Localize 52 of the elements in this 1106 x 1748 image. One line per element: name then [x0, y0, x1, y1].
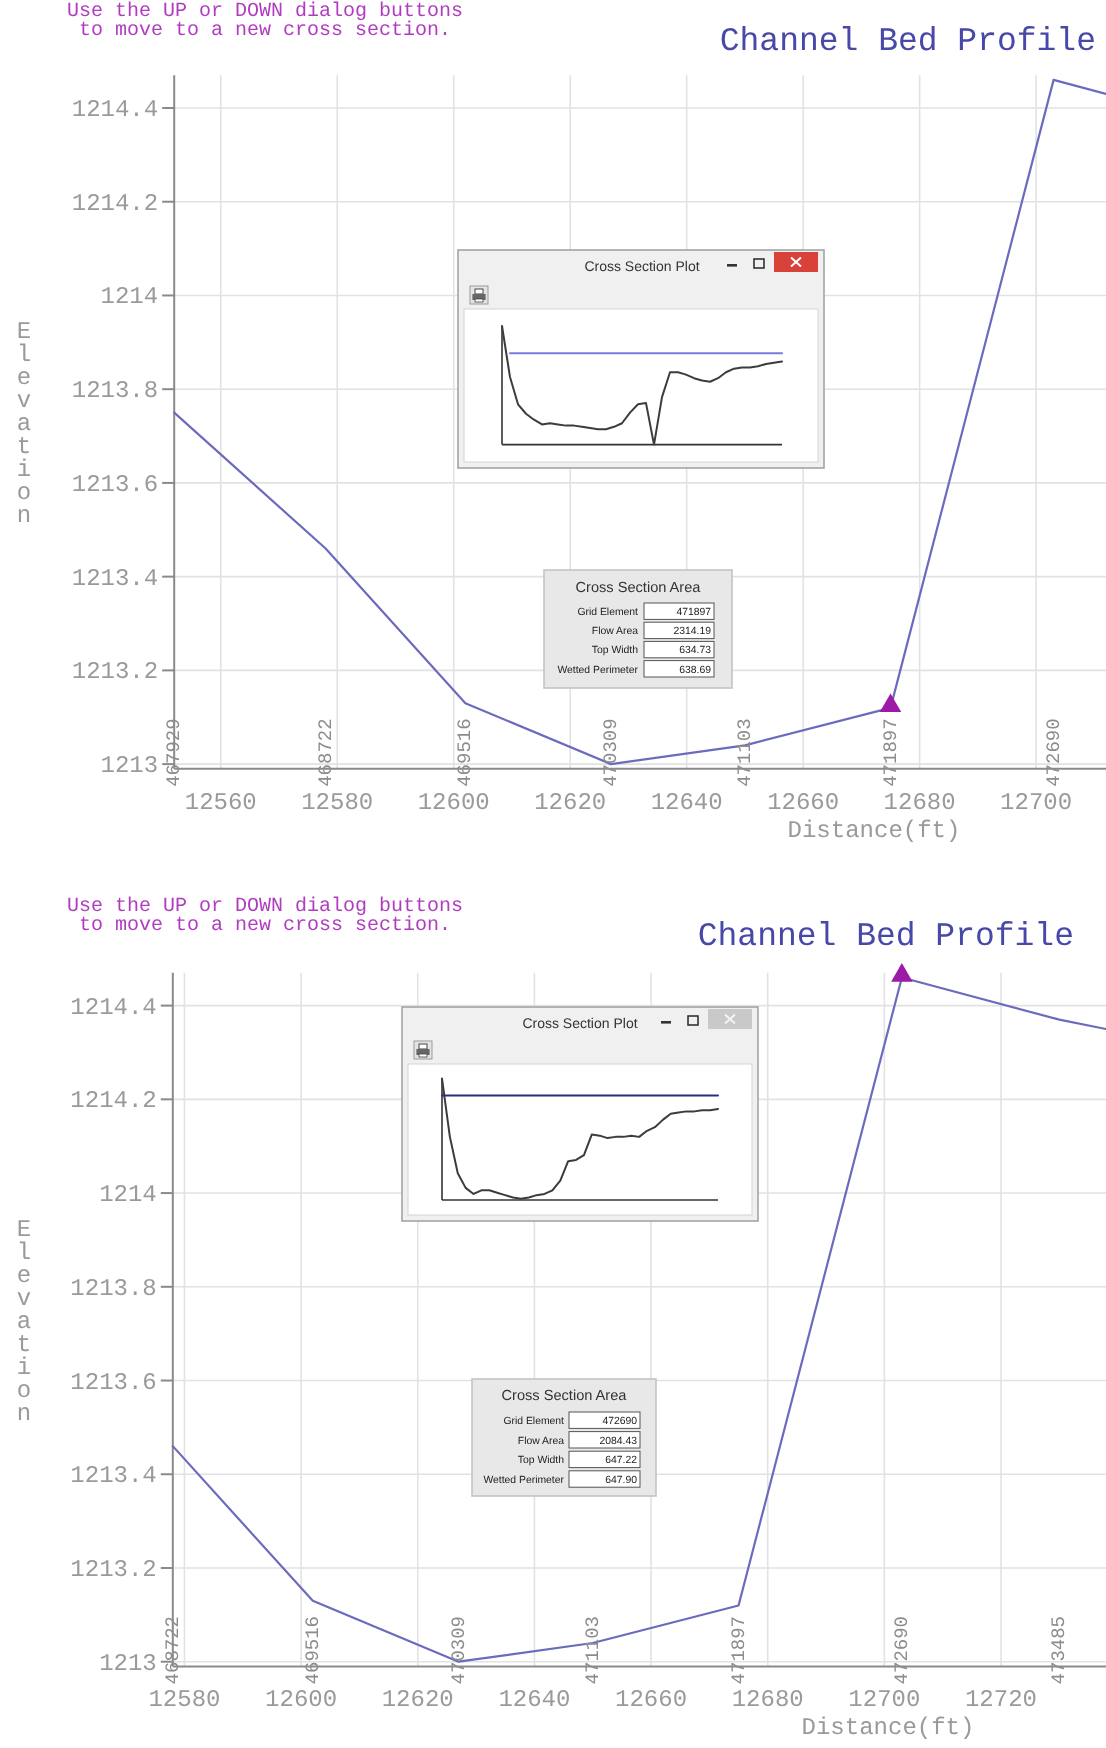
annotation: 468722 [314, 717, 337, 787]
y-tick-label: 1214.2 [71, 189, 159, 218]
x-axis-title: Distance(ft) [787, 816, 961, 845]
y-tick-label: 1213.8 [71, 377, 159, 406]
annotation: 471103 [581, 1615, 604, 1685]
annotation: 469516 [454, 717, 477, 787]
x-tick-label: 12600 [417, 788, 490, 817]
x-tick-label: 12660 [767, 788, 840, 817]
y-tick-label: 1213.4 [71, 564, 159, 593]
annotation: 472690 [890, 1615, 913, 1685]
y-tick-label: 1214.4 [70, 993, 157, 1022]
y-tick-label: 1214.2 [70, 1087, 157, 1116]
annotation: 471897 [727, 1615, 750, 1685]
x-tick-label: 12680 [883, 788, 956, 817]
x-tick-label: 12700 [848, 1686, 921, 1715]
y-tick-label: 1213.2 [71, 658, 159, 687]
y-tick-label: 1213.2 [70, 1555, 157, 1584]
text: Use the UP or DOWN dialog buttons to move to a new cross section. [67, 895, 464, 938]
y-tick-label: 1213.8 [70, 1274, 157, 1303]
annotation: 471103 [733, 717, 756, 787]
annotation: 471897 [879, 718, 902, 787]
y-tick-label: 1214.4 [71, 96, 159, 125]
x-tick-label: 12700 [1000, 788, 1073, 817]
y-tick-label: 1213.4 [70, 1462, 157, 1491]
x-tick-label: 12620 [381, 1686, 454, 1715]
y-tick-label: 1213.6 [70, 1368, 157, 1397]
x-axis-title: Distance(ft) [801, 1714, 975, 1743]
text: Use the UP or DOWN dialog buttons to move to a new cross section. [67, 0, 464, 43]
chart-title: Channel Bed Profile [697, 917, 1074, 955]
x-tick-label: 12600 [265, 1686, 338, 1715]
y-tick-label: 1214 [100, 283, 159, 312]
y-tick-label: 1213.6 [71, 470, 159, 499]
annotation: 470309 [447, 1615, 470, 1685]
x-tick-label: 12640 [498, 1686, 571, 1715]
x-tick-label: 12560 [184, 788, 257, 817]
x-tick-label: 12680 [731, 1686, 804, 1715]
chart-title: Channel Bed Profile [719, 22, 1096, 60]
annotation: 470309 [599, 717, 622, 787]
annotation: 469516 [301, 1615, 324, 1685]
x-tick-label: 12640 [650, 788, 723, 817]
x-tick-label: 12660 [615, 1686, 688, 1715]
text: Elevation [16, 1215, 32, 1428]
text: Elevation [16, 318, 32, 530]
x-tick-label: 12580 [148, 1686, 221, 1715]
y-tick-label: 1213 [99, 1649, 157, 1678]
x-tick-label: 12720 [965, 1686, 1038, 1715]
y-tick-label: 1213 [100, 752, 159, 781]
x-tick-label: 12620 [534, 788, 607, 817]
y-tick-label: 1214 [99, 1181, 157, 1210]
x-tick-label: 12580 [301, 788, 374, 817]
annotation: 473485 [1048, 1615, 1071, 1685]
annotation: 472690 [1042, 717, 1065, 787]
